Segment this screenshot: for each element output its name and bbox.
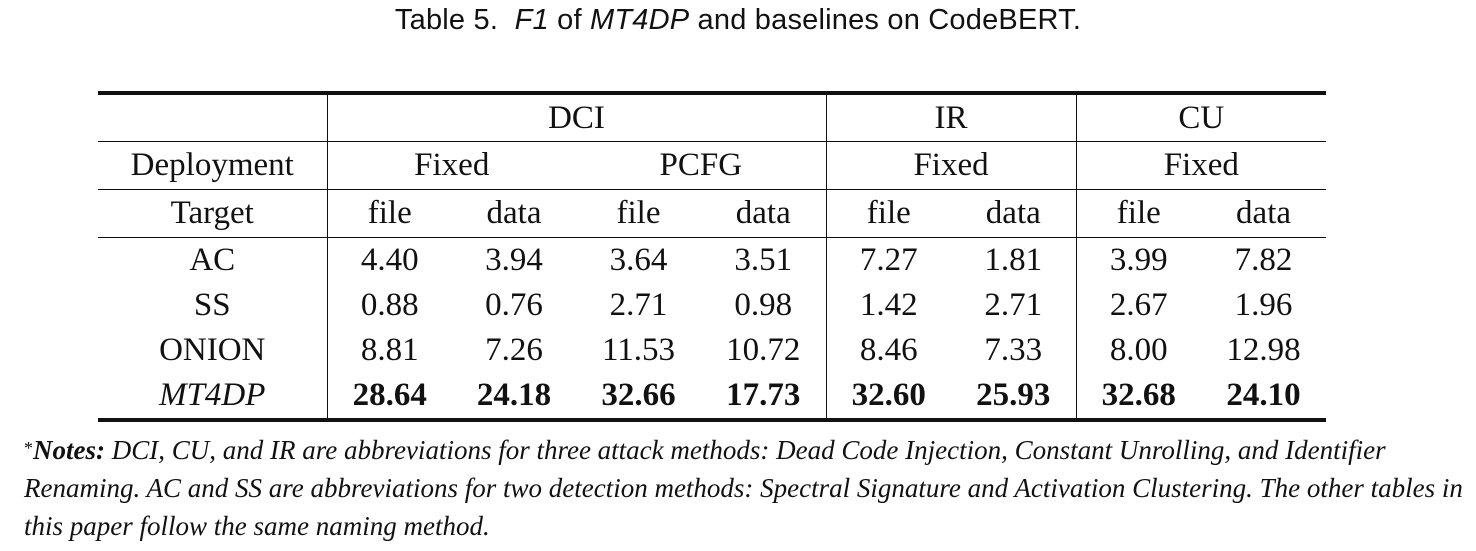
- results-table: DCI IR CU Deployment Fixed PCFG Fixed Fi…: [98, 91, 1327, 422]
- value-cell: 7.82: [1201, 237, 1327, 283]
- attack-header-dci: DCI: [326, 93, 827, 142]
- caption-metric: F1: [514, 4, 549, 36]
- attack-header-ir: IR: [825, 93, 1077, 142]
- deployment-dci-fixed: Fixed: [326, 141, 576, 190]
- value-cell: 8.00: [1075, 328, 1202, 373]
- value-cell-best: 32.60: [825, 373, 952, 420]
- caption-prefix: Table 5.: [394, 4, 499, 36]
- value-cell-best: 28.64: [326, 373, 452, 420]
- value-cell: 1.81: [951, 237, 1077, 283]
- target-row: Target file data file data file data fil…: [98, 189, 1327, 238]
- deployment-label: Deployment: [98, 141, 327, 190]
- value-cell-best: 24.10: [1226, 377, 1301, 413]
- target-cell: data: [701, 189, 827, 238]
- target-cell: file: [576, 189, 701, 238]
- value-cell: 2.71: [984, 287, 1043, 323]
- value-cell: 2.67: [1075, 283, 1202, 328]
- value-cell: 3.51: [701, 237, 827, 283]
- deployment-ir-fixed: Fixed: [825, 141, 1077, 190]
- target-cell: file: [825, 189, 952, 238]
- value-cell: 0.98: [734, 287, 793, 323]
- notes-marker: *: [24, 438, 33, 458]
- target-cell: data: [1201, 189, 1327, 238]
- value-cell: 4.40: [326, 237, 452, 283]
- value-cell: 7.26: [485, 332, 543, 368]
- table-row-ac: AC 4.40 3.94 3.64 3.51 7.27 1.81 3.99 7.…: [98, 237, 1327, 283]
- value-cell-best: 32.68: [1075, 373, 1202, 420]
- caption-model: MT4DP: [589, 4, 690, 36]
- method-label: MT4DP: [159, 377, 266, 413]
- caption-suffix: and baselines on CodeBERT.: [697, 4, 1082, 36]
- value-cell: 11.53: [601, 332, 676, 368]
- target-cell: data: [951, 189, 1077, 238]
- table-row-ss: SS 0.88 0.76 2.71 0.98 1.42 2.71 2.67 1.…: [98, 283, 1326, 328]
- notes-text: DCI, CU, and IR are abbreviations for th…: [24, 435, 1463, 541]
- deployment-dci-pcfg: PCFG: [576, 141, 827, 190]
- value-cell-best: 24.18: [476, 377, 552, 413]
- target-cell: data: [452, 189, 576, 238]
- value-cell: 8.46: [825, 328, 952, 373]
- target-label: Target: [98, 189, 327, 238]
- value-cell: 2.71: [609, 287, 668, 323]
- value-cell: 10.72: [726, 332, 801, 368]
- method-label: ONION: [159, 332, 266, 368]
- value-cell: 0.88: [326, 283, 452, 328]
- value-cell: 0.76: [485, 287, 543, 323]
- deployment-cu-fixed: Fixed: [1075, 141, 1327, 190]
- table-row-onion: ONION 8.81 7.26 11.53 10.72 8.46 7.33 8.…: [98, 328, 1326, 373]
- target-cell: file: [1075, 189, 1202, 238]
- value-cell: 7.27: [825, 237, 952, 283]
- deployment-row: Deployment Fixed PCFG Fixed Fixed: [98, 141, 1327, 190]
- value-cell-best: 17.73: [726, 377, 801, 413]
- value-cell: 3.94: [452, 237, 576, 283]
- value-cell: 7.33: [984, 332, 1043, 368]
- method-label: SS: [193, 287, 231, 323]
- attack-header-cu: CU: [1075, 93, 1327, 142]
- value-cell: 1.96: [1234, 287, 1293, 323]
- target-cell: file: [326, 189, 452, 238]
- value-cell: 8.81: [326, 328, 452, 373]
- method-label: AC: [98, 237, 327, 283]
- value-cell-best: 25.93: [976, 377, 1051, 413]
- table-notes: *Notes: DCI, CU, and IR are abbreviation…: [24, 431, 1469, 545]
- attack-header-row: DCI IR CU: [98, 93, 1327, 142]
- value-cell-best: 32.66: [601, 377, 676, 413]
- caption-of: of: [557, 4, 582, 36]
- table-row-mt4dp: MT4DP 28.64 24.18 32.66 17.73 32.60 25.9…: [98, 373, 1326, 420]
- value-cell: 3.99: [1075, 237, 1202, 283]
- value-cell: 3.64: [576, 237, 701, 283]
- notes-label: Notes:: [33, 435, 105, 465]
- corner-cell: [98, 93, 327, 142]
- value-cell: 12.98: [1226, 332, 1301, 368]
- value-cell: 1.42: [825, 283, 952, 328]
- table-caption: Table 5. F1 of MT4DP and baselines on Co…: [0, 4, 1476, 37]
